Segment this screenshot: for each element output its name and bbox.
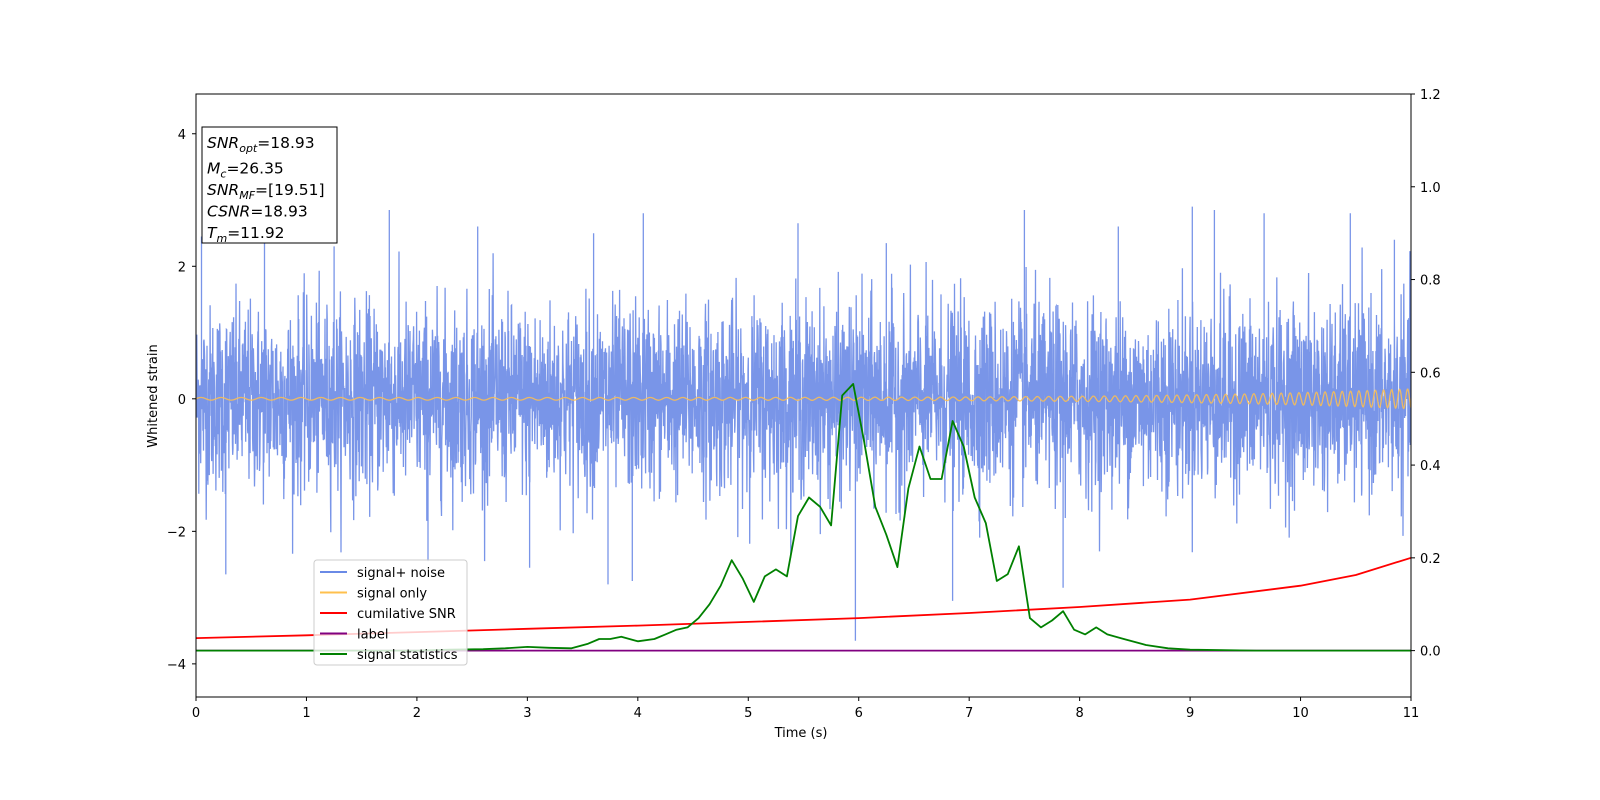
legend-label: cumilative SNR — [357, 607, 456, 622]
x-tick-label: 11 — [1403, 706, 1420, 721]
x-tick-label: 6 — [855, 706, 863, 721]
x-axis: 0 1 2 3 4 5 6 7 8 9 10 11 — [192, 697, 1419, 721]
info-line: SNRMF=[19.51] — [207, 181, 325, 202]
info-line: SNRopt=18.93 — [207, 134, 315, 155]
info-line: Tm=11.92 — [207, 224, 285, 245]
y-right-tick-label: 0.6 — [1420, 366, 1441, 381]
y-right-tick-label: 0.2 — [1420, 552, 1441, 567]
x-tick-label: 7 — [965, 706, 973, 721]
legend-label: signal only — [357, 587, 427, 602]
y-axis-right: 0.0 0.2 0.4 0.6 0.8 1.0 1.2 — [1411, 88, 1441, 660]
info-line: Mc=26.35 — [207, 160, 284, 181]
legend: signal+ noise signal only cumilative SNR la… — [313, 559, 468, 666]
y-right-tick-label: 0.0 — [1420, 645, 1441, 660]
signal-statistics-line — [196, 383, 1411, 652]
signal-noise-series — [196, 206, 1411, 641]
x-tick-label: 1 — [302, 706, 310, 721]
legend-label: label — [357, 628, 388, 643]
x-tick-label: 9 — [1186, 706, 1194, 721]
y-axis-left: −4 −2 0 2 4 — [167, 128, 196, 673]
x-tick-label: 8 — [1075, 706, 1083, 721]
legend-label: signal statistics — [357, 648, 458, 663]
x-tick-label: 5 — [744, 706, 752, 721]
y-left-tick-label: 2 — [178, 260, 186, 275]
info-line: CSNR=18.93 — [207, 203, 308, 221]
legend-label: signal+ noise — [357, 566, 445, 581]
signal-only-line — [196, 388, 1411, 410]
y-right-tick-label: 0.4 — [1420, 459, 1441, 474]
y-left-tick-label: −4 — [167, 658, 186, 673]
x-axis-label: Time (s) — [774, 726, 828, 741]
plot-frame — [195, 93, 1412, 698]
y-right-tick-label: 0.8 — [1420, 274, 1441, 289]
y-left-tick-label: 0 — [178, 393, 186, 408]
y-left-tick-label: −2 — [167, 525, 186, 540]
x-tick-label: 4 — [634, 706, 642, 721]
signal-noise-line — [196, 206, 1411, 641]
x-tick-label: 2 — [413, 706, 421, 721]
y-right-tick-label: 1.0 — [1420, 181, 1441, 196]
signal-only-series — [196, 388, 1411, 410]
y-right-tick-label: 1.2 — [1420, 88, 1441, 103]
y-axis-label: Whitened strain — [146, 344, 161, 447]
x-tick-label: 3 — [523, 706, 531, 721]
y-left-tick-label: 4 — [178, 128, 186, 143]
x-tick-label: 0 — [192, 706, 200, 721]
info-box: SNRopt=18.93 Mc=26.35SNRMF=[19.51]CSNR=18… — [201, 126, 338, 245]
x-tick-label: 10 — [1292, 706, 1309, 721]
